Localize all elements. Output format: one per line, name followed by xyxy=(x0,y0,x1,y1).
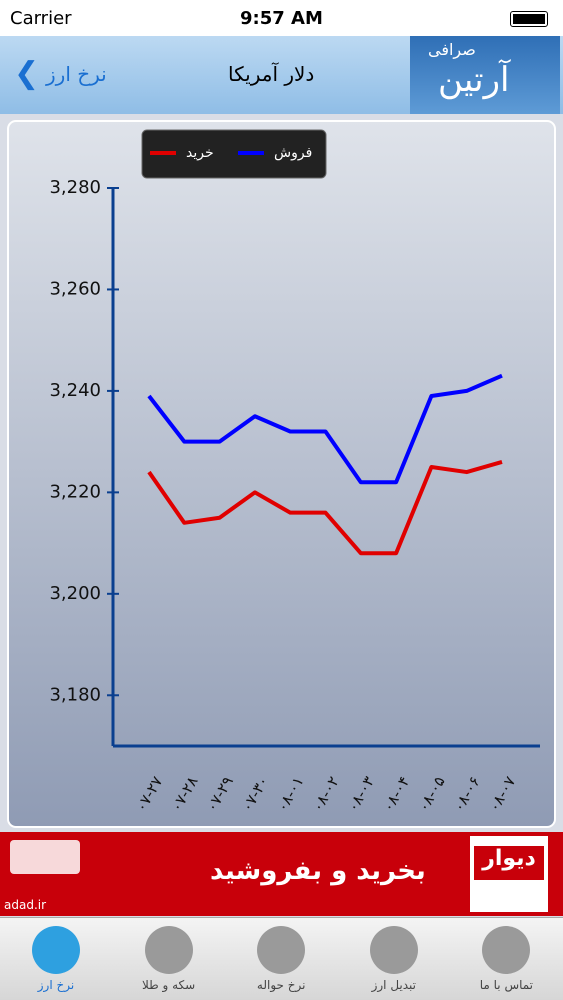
nav-title: دلار آمریکا xyxy=(228,62,315,86)
tab-icon[interactable] xyxy=(32,926,80,974)
y-tick-label: 3,200 xyxy=(49,583,101,604)
back-chevron[interactable]: ❮ xyxy=(14,56,40,91)
back-button[interactable]: نرخ ارز xyxy=(46,62,107,86)
ad-banner[interactable]: بخرید و بفروشید دیوار adad.ir xyxy=(0,832,563,916)
legend-label: فروش xyxy=(274,145,312,161)
clock: 9:57 AM xyxy=(240,8,323,29)
ad-source: adad.ir xyxy=(4,898,47,912)
tab-label[interactable]: تماس با ما xyxy=(479,978,534,992)
tab-label[interactable]: نرخ ارز xyxy=(37,978,75,992)
tab-icon[interactable] xyxy=(369,926,418,974)
legend-label: خرید xyxy=(186,145,214,161)
legend: خرید فروش xyxy=(141,129,327,179)
y-tick-label: 3,240 xyxy=(49,380,101,401)
tab-bar: نرخ ارز سکه و طلا نرخ حواله تبدیل ارز تماس ب… xyxy=(0,917,563,1000)
series-line xyxy=(147,460,503,556)
battery xyxy=(510,11,548,27)
tab-label[interactable]: تبدیل ارز xyxy=(371,978,417,992)
ad-brand-box: دیوار xyxy=(470,836,548,912)
nav-bar: ❮ نرخ ارز دلار آمریکا صرافی آرتین xyxy=(0,36,563,114)
series-line xyxy=(147,373,503,485)
y-tick-label: 3,280 xyxy=(49,177,101,198)
carrier: Carrier xyxy=(10,8,72,29)
logo-small: صرافی xyxy=(428,40,476,59)
tab-icon[interactable] xyxy=(482,926,531,974)
legend-box xyxy=(141,129,327,179)
logo: صرافی آرتین xyxy=(410,36,560,114)
ad-text: بخرید و بفروشید xyxy=(210,856,426,886)
tab-label[interactable]: نرخ حواله xyxy=(256,978,306,992)
logo-big: آرتین xyxy=(438,60,510,100)
status-bar: Carrier 9:57 AM xyxy=(0,0,563,36)
ad-icon xyxy=(10,840,80,874)
tab-icon[interactable] xyxy=(257,926,306,974)
tab-label[interactable]: سکه و طلا xyxy=(141,978,196,992)
chart-panel xyxy=(7,120,556,828)
tab-icon[interactable] xyxy=(144,926,193,974)
y-tick-label: 3,260 xyxy=(49,278,101,299)
y-tick-label: 3,180 xyxy=(49,684,101,705)
ad-brand: دیوار xyxy=(474,846,544,880)
y-tick-label: 3,220 xyxy=(49,481,101,502)
